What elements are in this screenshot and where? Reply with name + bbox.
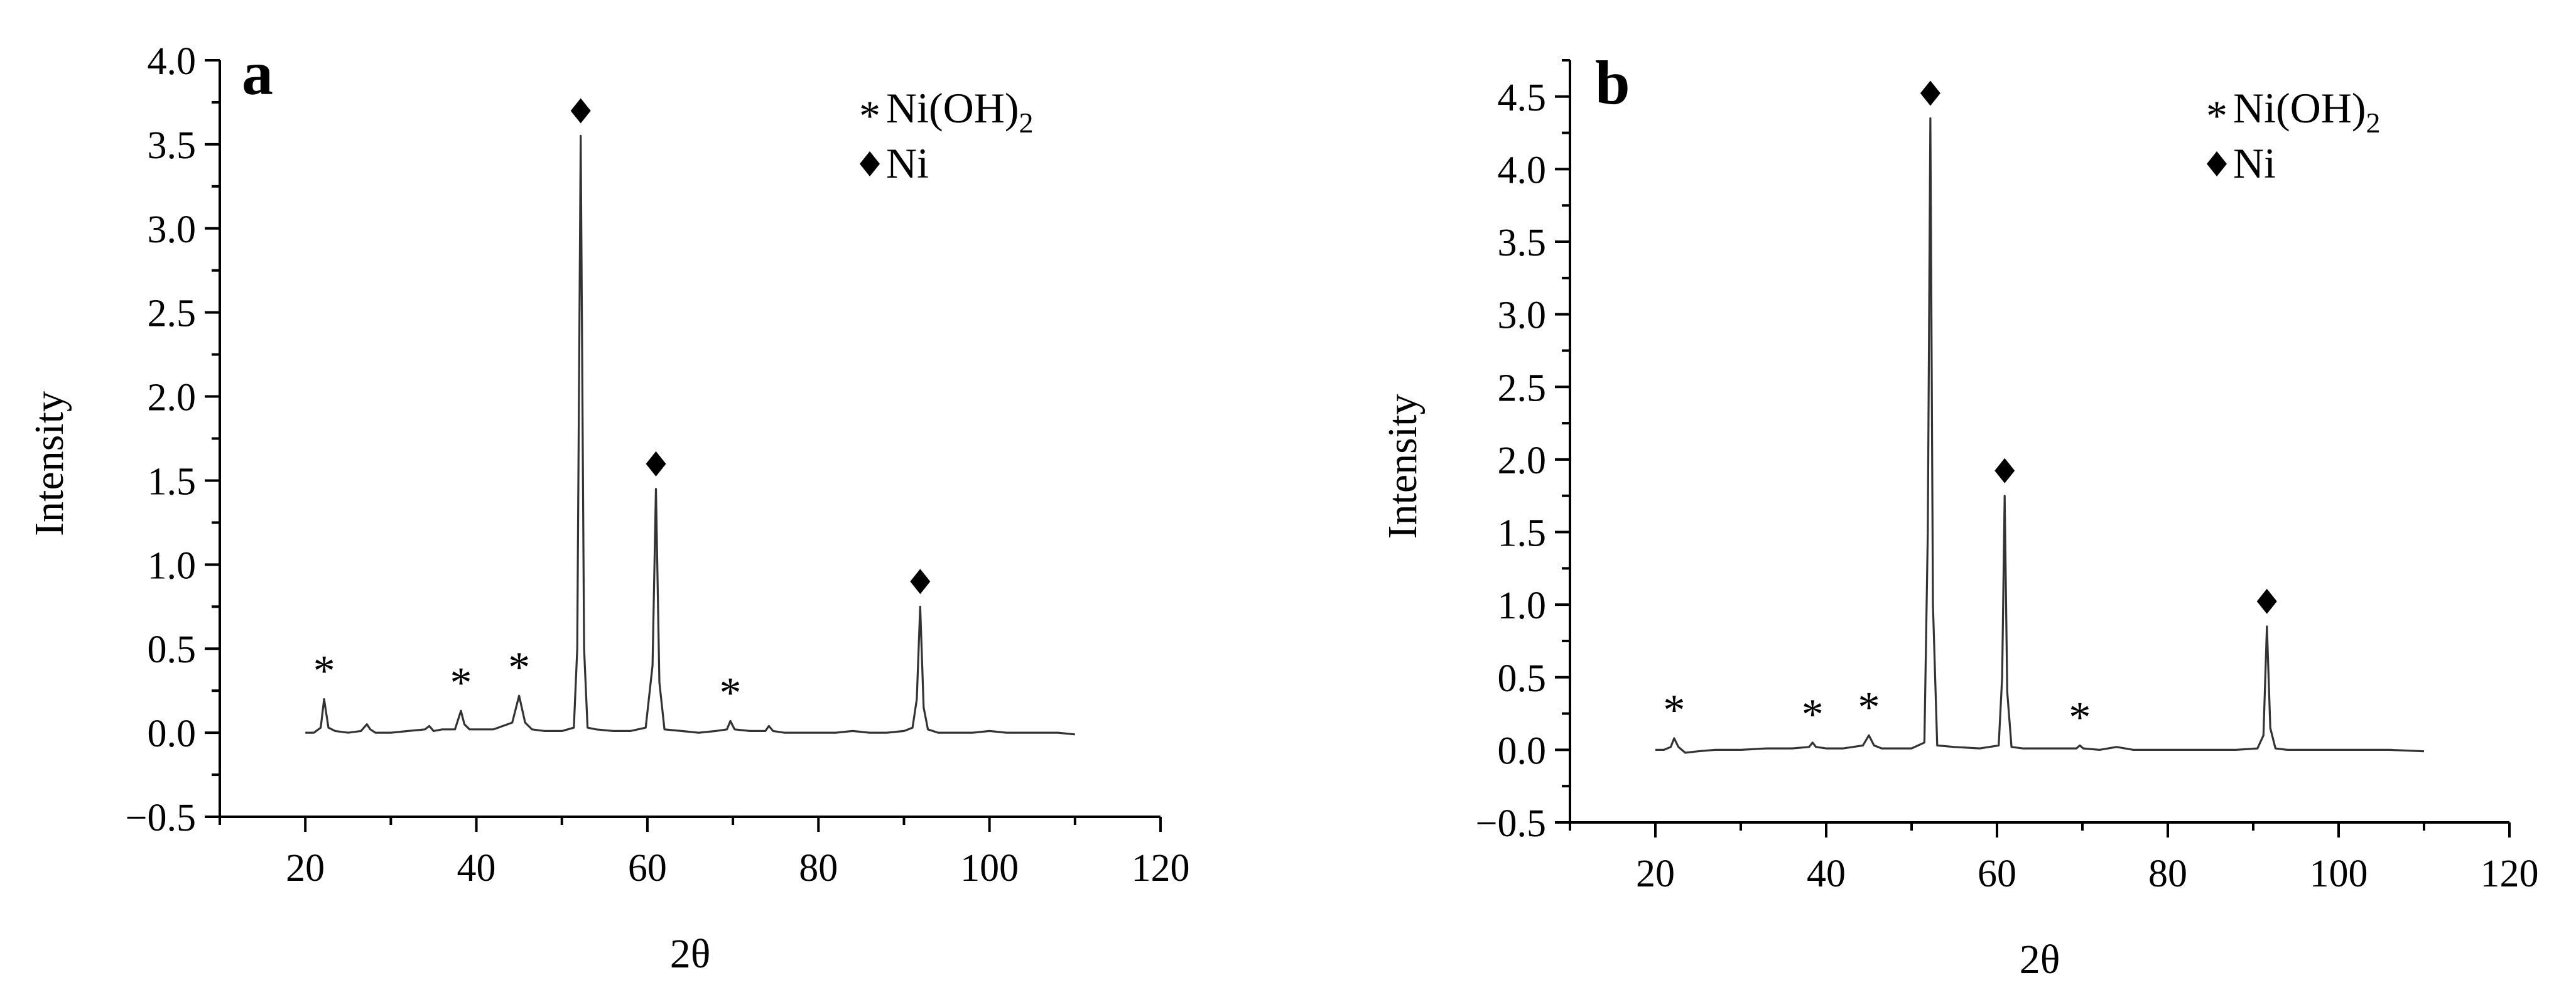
- legend-star-symbol: *: [2206, 92, 2227, 139]
- x-tick-label: 100: [2310, 853, 2368, 895]
- x-tick-label: 80: [799, 847, 838, 890]
- legend-label-ni-oh2: Ni(OH)2: [886, 84, 1034, 139]
- axis-lines: [219, 60, 1161, 818]
- ni-oh2-peak-marker: *: [313, 647, 335, 696]
- y-tick-label: 0.0: [148, 713, 197, 755]
- panel-label: b: [1595, 48, 1630, 117]
- legend-label-subscript: 2: [2366, 107, 2381, 139]
- x-tick-label: 80: [2148, 853, 2187, 895]
- x-tick-label: 40: [1807, 853, 1846, 895]
- y-tick-label: 1.5: [1498, 512, 1547, 555]
- legend-label-main: Ni(OH): [2233, 84, 2366, 132]
- x-tick-label: 120: [1132, 847, 1190, 890]
- y-tick-label: 1.0: [1498, 584, 1547, 627]
- ni-oh2-peak-marker: *: [720, 669, 742, 717]
- x-axis-title: 2θ: [670, 931, 711, 977]
- x-tick-label: 60: [1978, 853, 2016, 895]
- ni-oh2-peak-marker: *: [2069, 693, 2091, 741]
- ni-oh2-peak-marker: *: [1802, 691, 1824, 739]
- panel-label: a: [242, 38, 273, 108]
- xrd-pattern-line: [305, 134, 1075, 736]
- x-tick-label: 120: [2481, 853, 2539, 895]
- y-tick-label: 4.0: [1498, 149, 1547, 191]
- legend-label-ni: Ni: [886, 139, 929, 187]
- y-tick-label: 4.0: [148, 40, 197, 83]
- legend-star-symbol: *: [859, 92, 880, 139]
- y-tick-label: 0.0: [1498, 730, 1547, 772]
- legend-label-ni: Ni: [2233, 139, 2276, 187]
- x-tick-label: 40: [457, 847, 496, 890]
- chart-panel-b: −0.5 0.0 0.5 1.0 1.5 2.0 2.5 3.0 3.5 4.0 4.5 20 40 60…: [1380, 48, 2539, 983]
- y-tick-label: 3.0: [148, 208, 197, 251]
- y-tick-label: 1.5: [148, 460, 197, 503]
- xrd-pattern-line: [1655, 117, 2425, 754]
- y-tick-label: 3.0: [1498, 294, 1547, 337]
- ni-peak-diamond-icon: [646, 451, 666, 477]
- y-tick-label: −0.5: [1476, 802, 1546, 845]
- y-tick-label: 0.5: [148, 628, 197, 671]
- ni-oh2-peak-marker: *: [450, 659, 472, 707]
- x-axis-title: 2θ: [2020, 937, 2060, 983]
- axis-lines: [1569, 60, 2509, 824]
- ni-peak-diamond-icon: [2256, 588, 2277, 614]
- y-tick-label: 3.5: [148, 124, 197, 167]
- ni-oh2-peak-marker: *: [1858, 683, 1880, 731]
- legend-diamond-icon: [860, 151, 880, 176]
- x-tick-label: 20: [286, 847, 325, 890]
- y-tick-label: 3.5: [1498, 222, 1547, 264]
- y-axis-title: Intensity: [1380, 394, 1426, 539]
- legend-diamond-icon: [2207, 151, 2227, 176]
- y-axis-title: Intensity: [26, 391, 72, 536]
- y-tick-label: 4.5: [1498, 77, 1547, 119]
- ni-peak-diamond-icon: [1994, 458, 2015, 483]
- legend-label-main: Ni(OH): [886, 84, 1019, 132]
- y-tick-label: 2.5: [148, 293, 197, 335]
- x-tick-label: 100: [960, 847, 1019, 890]
- legend-label-subscript: 2: [1019, 107, 1034, 139]
- ni-oh2-peak-marker: *: [1663, 686, 1685, 735]
- y-tick-label: 2.0: [1498, 439, 1547, 482]
- x-tick-label: 20: [1636, 853, 1675, 895]
- y-tick-label: 0.5: [1498, 657, 1547, 700]
- y-tick-label: −0.5: [126, 797, 196, 839]
- ni-peak-diamond-icon: [1920, 80, 1940, 106]
- legend-label-ni-oh2: Ni(OH)2: [2233, 84, 2381, 139]
- y-tick-label: 1.0: [148, 544, 197, 587]
- x-tick-label: 60: [628, 847, 667, 890]
- y-tick-label: 2.0: [148, 377, 197, 419]
- chart-panel-a: −0.5 0.0 0.5 1.0 1.5 2.0 2.5 3.0 3.5 4.0 20 40 60 80 1…: [26, 38, 1190, 977]
- ni-peak-diamond-icon: [910, 569, 931, 595]
- y-tick-label: 2.5: [1498, 367, 1547, 409]
- ni-oh2-peak-marker: *: [508, 644, 530, 692]
- ni-peak-diamond-icon: [570, 98, 591, 124]
